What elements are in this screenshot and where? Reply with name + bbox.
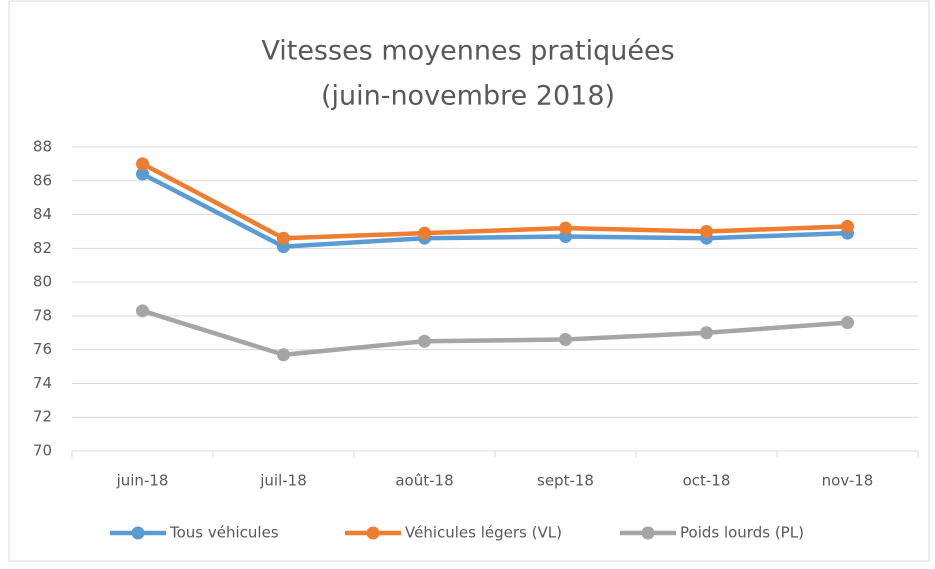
- y-tick-label: 80: [33, 273, 52, 291]
- x-tick-label: sept-18: [537, 472, 594, 490]
- series-line: [141, 308, 848, 357]
- series-marker: [700, 326, 713, 340]
- legend-marker: [131, 526, 145, 540]
- x-tick-label: oct-18: [683, 472, 731, 490]
- y-tick-label: 72: [33, 408, 52, 426]
- series-marker: [559, 221, 572, 235]
- series-marker: [136, 304, 149, 318]
- y-tick-label: 88: [33, 138, 52, 156]
- series-marker: [136, 167, 149, 181]
- y-tick-label: 74: [33, 374, 52, 392]
- series-marker: [841, 219, 854, 233]
- chart-subtitle: (juin-novembre 2018): [321, 81, 615, 112]
- legend-label: Tous véhicules: [169, 524, 279, 542]
- y-tick-label: 78: [33, 306, 52, 324]
- x-tick-label: juin-18: [116, 472, 169, 490]
- series-marker: [418, 226, 431, 240]
- legend-label: Poids lourds (PL): [680, 524, 804, 542]
- legend-marker: [641, 526, 655, 540]
- series-marker: [418, 334, 431, 348]
- series-marker: [277, 231, 290, 245]
- legend-marker: [366, 526, 380, 540]
- x-tick-label: août-18: [395, 472, 453, 490]
- series-marker: [277, 348, 290, 362]
- series-marker: [841, 316, 854, 330]
- legend-label: Véhicules légers (VL): [405, 524, 562, 542]
- y-tick-label: 86: [33, 171, 52, 189]
- y-tick-label: 84: [33, 205, 52, 223]
- y-tick-label: 70: [33, 442, 52, 460]
- series-marker: [136, 157, 149, 171]
- chart-title: Vitesses moyennes pratiquées: [261, 36, 674, 67]
- series-line: [141, 172, 848, 249]
- y-tick-label: 82: [33, 239, 52, 257]
- series-marker: [559, 333, 572, 347]
- series-line: [141, 161, 848, 241]
- chart-border: [8, 0, 930, 562]
- x-tick-label: nov-18: [822, 472, 874, 490]
- series-marker: [700, 224, 713, 238]
- y-tick-label: 76: [33, 340, 52, 358]
- x-tick-label: juil-18: [259, 472, 307, 490]
